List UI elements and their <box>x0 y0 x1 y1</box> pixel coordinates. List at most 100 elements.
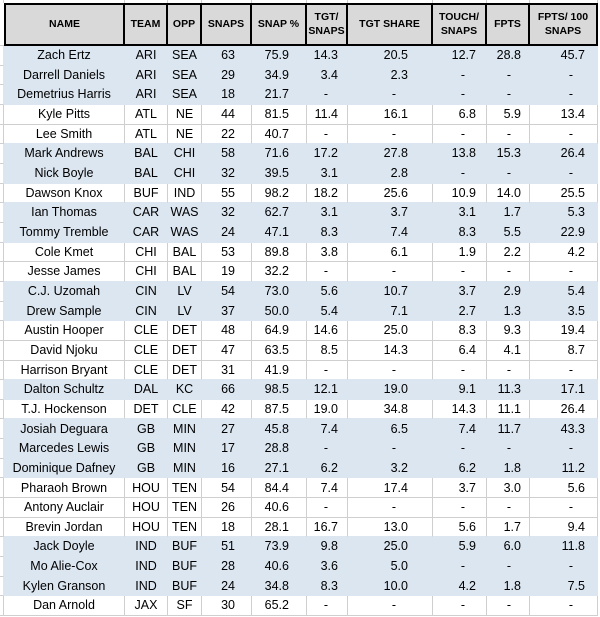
cell-tgt_share[interactable]: 19.0 <box>348 380 433 400</box>
cell-touch_snaps[interactable]: - <box>433 439 487 459</box>
cell-fpts_100[interactable]: 5.4 <box>530 281 598 302</box>
cell-fpts[interactable]: 5.5 <box>487 222 530 243</box>
cell-touch_snaps[interactable]: - <box>433 360 487 381</box>
cell-name[interactable]: Tommy Tremble <box>4 222 125 243</box>
cell-snap_pct[interactable]: 39.5 <box>252 163 307 184</box>
cell-touch_snaps[interactable]: 6.8 <box>433 104 487 125</box>
cell-tgt_snaps[interactable]: - <box>307 439 348 459</box>
cell-tgt_share[interactable]: 25.0 <box>348 321 433 341</box>
cell-team[interactable]: ARI <box>125 46 168 66</box>
cell-tgt_share[interactable]: 27.8 <box>348 144 433 164</box>
cell-fpts[interactable]: - <box>487 557 530 577</box>
header-fpts[interactable]: FPTS <box>487 3 530 46</box>
cell-tgt_share[interactable]: 3.2 <box>348 458 433 479</box>
cell-touch_snaps[interactable]: 3.7 <box>433 478 487 499</box>
cell-opp[interactable]: SEA <box>168 46 202 66</box>
cell-fpts_100[interactable]: - <box>530 557 598 577</box>
cell-snaps[interactable]: 66 <box>202 380 252 400</box>
cell-name[interactable]: Josiah Deguara <box>4 419 125 440</box>
cell-snap_pct[interactable]: 47.1 <box>252 222 307 243</box>
cell-touch_snaps[interactable]: 5.6 <box>433 517 487 538</box>
cell-fpts_100[interactable]: 5.6 <box>530 478 598 499</box>
cell-snaps[interactable]: 28 <box>202 557 252 577</box>
cell-tgt_share[interactable]: 7.4 <box>348 222 433 243</box>
cell-touch_snaps[interactable]: 1.9 <box>433 242 487 263</box>
cell-team[interactable]: IND <box>125 557 168 577</box>
cell-fpts[interactable]: 11.1 <box>487 399 530 420</box>
cell-touch_snaps[interactable]: - <box>433 124 487 145</box>
cell-snaps[interactable]: 31 <box>202 360 252 381</box>
cell-team[interactable]: CAR <box>125 222 168 243</box>
cell-touch_snaps[interactable]: 7.4 <box>433 419 487 440</box>
cell-snap_pct[interactable]: 28.8 <box>252 439 307 459</box>
cell-fpts[interactable]: - <box>487 262 530 282</box>
cell-fpts[interactable]: 1.8 <box>487 458 530 479</box>
cell-tgt_snaps[interactable]: 3.4 <box>307 65 348 86</box>
cell-name[interactable]: Dalton Schultz <box>4 380 125 400</box>
cell-name[interactable]: Mo Alie-Cox <box>4 557 125 577</box>
cell-touch_snaps[interactable]: - <box>433 498 487 518</box>
cell-name[interactable]: C.J. Uzomah <box>4 281 125 302</box>
cell-snaps[interactable]: 24 <box>202 222 252 243</box>
cell-snap_pct[interactable]: 21.7 <box>252 85 307 105</box>
cell-snaps[interactable]: 17 <box>202 439 252 459</box>
cell-touch_snaps[interactable]: - <box>433 596 487 617</box>
cell-tgt_snaps[interactable]: 3.1 <box>307 203 348 223</box>
cell-snap_pct[interactable]: 27.1 <box>252 458 307 479</box>
cell-opp[interactable]: BAL <box>168 242 202 263</box>
cell-team[interactable]: GB <box>125 419 168 440</box>
header-name[interactable]: NAME <box>4 3 125 46</box>
cell-snap_pct[interactable]: 73.0 <box>252 281 307 302</box>
cell-snaps[interactable]: 42 <box>202 399 252 420</box>
cell-name[interactable]: Cole Kmet <box>4 242 125 263</box>
cell-snap_pct[interactable]: 40.7 <box>252 124 307 145</box>
cell-snaps[interactable]: 44 <box>202 104 252 125</box>
cell-fpts[interactable]: - <box>487 439 530 459</box>
cell-team[interactable]: CLE <box>125 340 168 361</box>
cell-opp[interactable]: KC <box>168 380 202 400</box>
cell-tgt_snaps[interactable]: 3.8 <box>307 242 348 263</box>
cell-fpts_100[interactable]: - <box>530 65 598 86</box>
header-tgt_snaps[interactable]: TGT/ SNAPS <box>307 3 348 46</box>
cell-fpts_100[interactable]: 3.5 <box>530 301 598 322</box>
cell-name[interactable]: Nick Boyle <box>4 163 125 184</box>
cell-opp[interactable]: BUF <box>168 576 202 597</box>
cell-team[interactable]: BUF <box>125 183 168 204</box>
cell-opp[interactable]: IND <box>168 183 202 204</box>
cell-name[interactable]: Lee Smith <box>4 124 125 145</box>
cell-tgt_snaps[interactable]: 11.4 <box>307 104 348 125</box>
cell-team[interactable]: GB <box>125 458 168 479</box>
cell-snaps[interactable]: 27 <box>202 419 252 440</box>
cell-team[interactable]: CHI <box>125 262 168 282</box>
cell-name[interactable]: Kylen Granson <box>4 576 125 597</box>
cell-touch_snaps[interactable]: 10.9 <box>433 183 487 204</box>
cell-team[interactable]: GB <box>125 439 168 459</box>
cell-opp[interactable]: CHI <box>168 144 202 164</box>
cell-snaps[interactable]: 32 <box>202 163 252 184</box>
cell-fpts_100[interactable]: 7.5 <box>530 576 598 597</box>
cell-snap_pct[interactable]: 32.2 <box>252 262 307 282</box>
cell-fpts[interactable]: 6.0 <box>487 537 530 558</box>
cell-snap_pct[interactable]: 41.9 <box>252 360 307 381</box>
cell-opp[interactable]: BAL <box>168 262 202 282</box>
cell-team[interactable]: DET <box>125 399 168 420</box>
cell-tgt_snaps[interactable]: - <box>307 262 348 282</box>
cell-tgt_snaps[interactable]: 8.3 <box>307 576 348 597</box>
cell-tgt_share[interactable]: 10.7 <box>348 281 433 302</box>
cell-team[interactable]: ARI <box>125 65 168 86</box>
cell-team[interactable]: IND <box>125 576 168 597</box>
cell-tgt_share[interactable]: 5.0 <box>348 557 433 577</box>
cell-fpts[interactable]: 1.3 <box>487 301 530 322</box>
cell-tgt_share[interactable]: - <box>348 596 433 617</box>
cell-touch_snaps[interactable]: - <box>433 65 487 86</box>
cell-touch_snaps[interactable]: - <box>433 163 487 184</box>
cell-snap_pct[interactable]: 89.8 <box>252 242 307 263</box>
cell-snaps[interactable]: 22 <box>202 124 252 145</box>
cell-opp[interactable]: BUF <box>168 557 202 577</box>
cell-tgt_share[interactable]: - <box>348 360 433 381</box>
cell-touch_snaps[interactable]: 14.3 <box>433 399 487 420</box>
cell-snap_pct[interactable]: 98.5 <box>252 380 307 400</box>
cell-touch_snaps[interactable]: 13.8 <box>433 144 487 164</box>
cell-team[interactable]: BAL <box>125 163 168 184</box>
cell-team[interactable]: JAX <box>125 596 168 617</box>
